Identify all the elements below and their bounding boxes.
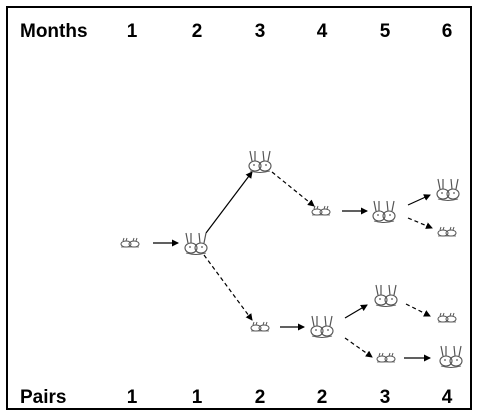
- month-2: 2: [191, 21, 203, 42]
- rabbit-pair-adult-icon: [248, 150, 272, 174]
- rabbit-pair-baby-icon: [311, 205, 331, 216]
- arrow-m4-m5-up: [344, 304, 368, 319]
- arrow-m5-m6-b: [407, 217, 433, 229]
- month-3: 3: [254, 21, 266, 42]
- arrow-m2-m3-top: [205, 171, 253, 234]
- pairs-2: 1: [191, 387, 203, 408]
- rabbit-pair-baby-icon: [437, 312, 457, 323]
- pairs-1: 1: [126, 387, 138, 408]
- rabbit-pair-adult-icon: [310, 315, 334, 339]
- month-4: 4: [316, 21, 328, 42]
- rabbit-pair-adult-icon: [372, 200, 396, 224]
- rabbit-pair-adult-icon: [184, 232, 208, 256]
- rabbit-pair-baby-icon: [250, 321, 270, 332]
- rabbit-pair-baby-icon: [376, 352, 396, 363]
- pairs-3: 2: [254, 387, 266, 408]
- arrow-m5-m6-c: [405, 303, 431, 317]
- arrow-m4-m5-down: [344, 337, 373, 358]
- rabbit-pair-baby-icon: [437, 226, 457, 237]
- pairs-4: 2: [316, 387, 328, 408]
- diagram-frame: [6, 6, 472, 410]
- rabbit-pair-adult-icon: [439, 345, 463, 369]
- pairs-6: 4: [441, 387, 453, 408]
- rabbit-pair-baby-icon: [120, 237, 140, 248]
- rabbit-pair-adult-icon: [436, 178, 460, 202]
- month-5: 5: [379, 21, 391, 42]
- months-label: Months: [20, 21, 88, 42]
- pairs-label: Pairs: [20, 387, 67, 408]
- arrow-m3-m4-top: [271, 171, 315, 207]
- rabbit-pair-adult-icon: [374, 284, 398, 308]
- arrow-m2-m3-bottom: [203, 254, 253, 321]
- pairs-5: 3: [379, 387, 391, 408]
- month-6: 6: [441, 21, 453, 42]
- month-1: 1: [126, 21, 138, 42]
- arrow-m5-m6-a: [407, 194, 431, 206]
